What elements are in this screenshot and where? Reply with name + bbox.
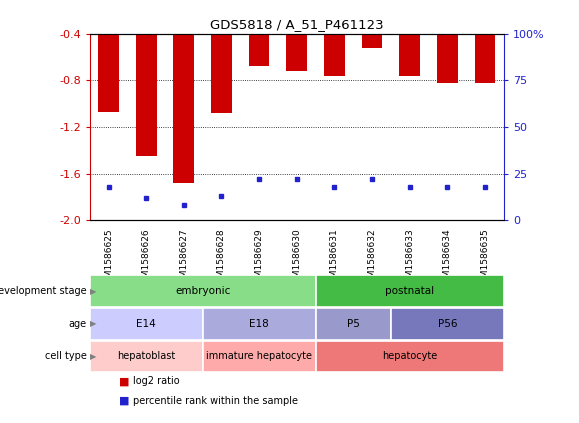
Text: embryonic: embryonic <box>175 286 230 296</box>
Bar <box>136 0 156 156</box>
Text: postnatal: postnatal <box>385 286 434 296</box>
Bar <box>400 0 420 76</box>
Bar <box>211 0 232 113</box>
Text: development stage: development stage <box>0 286 87 296</box>
Text: log2 ratio: log2 ratio <box>133 376 180 387</box>
Bar <box>98 0 119 112</box>
Text: hepatoblast: hepatoblast <box>117 352 175 361</box>
Text: ■: ■ <box>119 396 129 406</box>
Bar <box>249 0 269 66</box>
Bar <box>324 0 345 76</box>
Title: GDS5818 / A_51_P461123: GDS5818 / A_51_P461123 <box>210 18 383 31</box>
Text: cell type: cell type <box>45 352 87 361</box>
Text: ■: ■ <box>119 376 129 387</box>
Bar <box>316 341 504 372</box>
Text: immature hepatocyte: immature hepatocyte <box>206 352 312 361</box>
Bar <box>203 341 316 372</box>
Bar <box>475 0 495 83</box>
Text: ▶: ▶ <box>90 319 96 328</box>
Bar <box>362 0 382 48</box>
Bar <box>90 275 316 307</box>
Text: age: age <box>69 319 87 329</box>
Bar <box>437 0 457 83</box>
Bar <box>90 341 203 372</box>
Text: percentile rank within the sample: percentile rank within the sample <box>133 396 298 406</box>
Text: ▶: ▶ <box>90 352 96 361</box>
Bar <box>203 308 316 340</box>
Text: E18: E18 <box>249 319 269 329</box>
Text: ▶: ▶ <box>90 287 96 296</box>
Text: P56: P56 <box>438 319 457 329</box>
Bar <box>174 0 194 183</box>
Bar <box>287 0 307 71</box>
Text: hepatocyte: hepatocyte <box>382 352 437 361</box>
Bar <box>316 308 391 340</box>
Bar <box>90 308 203 340</box>
Text: E14: E14 <box>136 319 156 329</box>
Bar <box>391 308 504 340</box>
Text: P5: P5 <box>347 319 360 329</box>
Bar <box>316 275 504 307</box>
